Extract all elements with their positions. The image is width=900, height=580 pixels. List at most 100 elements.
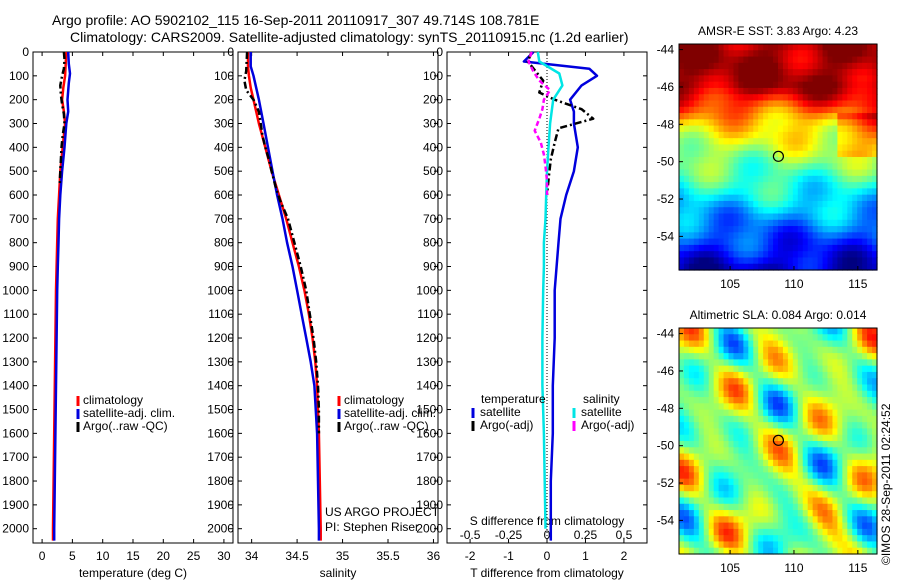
sst-map-cell	[782, 106, 789, 114]
sla-map-cell	[778, 334, 784, 342]
sst-map-cell	[852, 138, 858, 146]
sst-map-cell	[733, 207, 739, 215]
sst-map-cell	[872, 169, 878, 177]
sst-map-cell	[743, 94, 749, 102]
sst-map-cell	[832, 169, 838, 177]
sst-map-cell	[832, 244, 838, 252]
sla-map-cell	[753, 353, 759, 360]
sst-map-cell	[733, 263, 739, 271]
sst-map-cell	[753, 62, 759, 70]
sla-map-cell	[872, 353, 878, 360]
sla-map-cell	[797, 428, 804, 436]
sst-map-cell	[802, 157, 809, 164]
sst-map-cell	[723, 213, 730, 221]
sst-map-cell	[733, 251, 739, 259]
sla-map-cell	[748, 378, 754, 386]
sst-map-cell	[718, 194, 725, 202]
sla-map-cell	[708, 491, 715, 499]
sst-map-cell	[872, 238, 878, 246]
sla-map-cell	[728, 510, 735, 517]
sla-map-cell	[688, 497, 695, 505]
sst-map-cell	[733, 163, 739, 171]
sla-map-cell	[718, 547, 725, 555]
sst-map-cell	[693, 232, 700, 240]
sla-map-cell	[787, 472, 794, 480]
sst-map-cell	[693, 244, 700, 252]
sla-map-cell	[812, 397, 819, 404]
sst-map-cell	[872, 131, 878, 139]
sla-map-cell	[822, 503, 829, 511]
sla-map-cell	[787, 422, 794, 430]
sla-map-cell	[733, 390, 739, 398]
sla-map-cell	[679, 340, 685, 348]
sst-map-cell	[688, 194, 695, 202]
sst-map-cell	[768, 263, 774, 271]
sla-map-cell	[738, 434, 744, 442]
sla-map-cell	[733, 466, 739, 473]
sst-map-cell	[693, 62, 700, 70]
sst-map-cell	[743, 182, 749, 189]
sla-map-cell	[738, 441, 744, 448]
sst-map-cell	[688, 232, 695, 240]
sst-map-cell	[827, 163, 834, 171]
sla-map-cell	[778, 459, 784, 467]
sst-map-cell	[867, 113, 873, 120]
sla-map-cell	[773, 497, 779, 505]
sla-map-cell	[763, 384, 769, 392]
sla-map-cell	[688, 503, 695, 511]
sla-map-cell	[713, 334, 720, 342]
sla-map-cell	[862, 447, 868, 455]
sla-map-cell	[792, 409, 799, 417]
sla-map-cell	[832, 340, 838, 348]
sla-map-cell	[758, 503, 764, 511]
sla-map-cell	[708, 378, 715, 386]
sla-map-cell	[768, 397, 774, 404]
sla-map-cell	[852, 478, 858, 486]
sst-map-cell	[782, 200, 789, 208]
sla-map-cell	[703, 516, 710, 524]
sst-map-cell	[679, 182, 685, 189]
sst-map-cell	[782, 119, 789, 127]
sst-map-cell	[763, 182, 769, 189]
sla-map-cell	[743, 484, 749, 492]
sla-map-cell	[867, 434, 873, 442]
sla-map-cell	[822, 466, 829, 473]
sla-map-cell	[753, 403, 759, 411]
sla-map-cell	[748, 441, 754, 448]
sla-map-cell	[837, 522, 843, 530]
sst-map-cell	[708, 87, 715, 95]
sst-map-cell	[698, 251, 705, 259]
sst-map-cell	[782, 207, 789, 215]
sla-map-cell	[792, 528, 799, 536]
sla-map-cell	[842, 441, 848, 448]
sst-map-cell	[773, 62, 779, 70]
sst-map-cell	[688, 213, 695, 221]
sst-map-cell	[782, 263, 789, 271]
sla-map-cell	[728, 409, 735, 417]
sla-map-cell	[718, 472, 725, 480]
sst-map-cell	[738, 213, 744, 221]
sla-map-cell	[872, 528, 878, 536]
sla-map-cell	[733, 441, 739, 448]
difference-ytick-label: 1000	[416, 283, 443, 297]
sla-map-cell	[802, 428, 809, 436]
sst-map-cell	[683, 238, 690, 246]
sla-map-cell	[782, 522, 789, 530]
sst-map-cell	[698, 150, 705, 158]
sla-map-cell	[837, 403, 843, 411]
sst-map-cell	[852, 244, 858, 252]
sla-map-cell	[782, 541, 789, 549]
sst-map-cell	[773, 244, 779, 252]
sla-map-cell	[748, 484, 754, 492]
sla-map-cell	[688, 340, 695, 348]
sla-map-cell	[842, 503, 848, 511]
sla-map-cell	[703, 434, 710, 442]
sst-map-cell	[713, 188, 720, 196]
sst-map-ytick-label: -48	[657, 117, 675, 131]
sla-map-cell	[718, 459, 725, 467]
sla-map-cell	[693, 441, 700, 448]
sst-map-cell	[837, 125, 843, 133]
sla-map-cell	[723, 528, 730, 536]
sla-map-cell	[748, 359, 754, 367]
sla-map-cell	[792, 371, 799, 379]
